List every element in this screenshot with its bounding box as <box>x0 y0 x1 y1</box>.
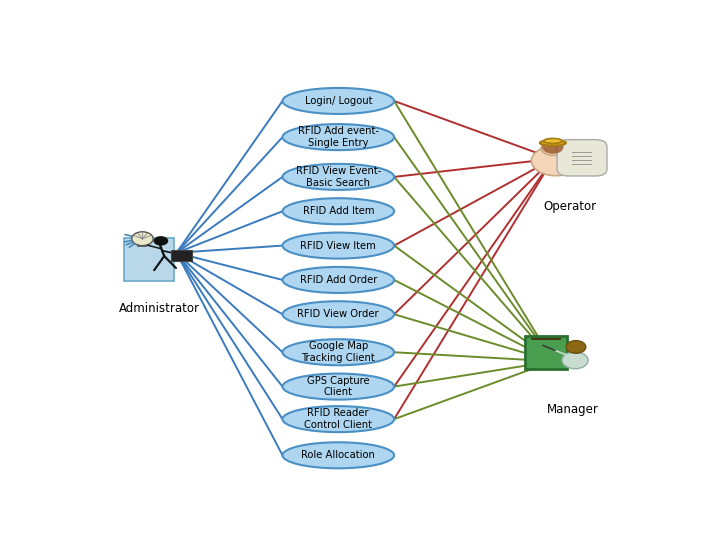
Text: Administrator: Administrator <box>120 302 200 315</box>
Ellipse shape <box>282 339 394 365</box>
Ellipse shape <box>282 233 394 259</box>
Text: Manager: Manager <box>546 403 598 416</box>
Text: RFID Add Order: RFID Add Order <box>300 275 377 285</box>
FancyBboxPatch shape <box>124 238 174 281</box>
Ellipse shape <box>282 164 394 190</box>
Text: Login/ Logout: Login/ Logout <box>305 96 372 106</box>
Text: RFID Add Item: RFID Add Item <box>302 206 374 216</box>
Ellipse shape <box>282 88 394 114</box>
FancyBboxPatch shape <box>525 336 567 369</box>
Circle shape <box>153 236 168 246</box>
Ellipse shape <box>282 198 394 224</box>
Ellipse shape <box>544 138 562 144</box>
Text: RFID Reader
Control Client: RFID Reader Control Client <box>305 408 372 430</box>
Ellipse shape <box>562 352 588 369</box>
Ellipse shape <box>540 140 566 146</box>
Text: RFID View Order: RFID View Order <box>297 309 379 319</box>
Ellipse shape <box>282 124 394 150</box>
Circle shape <box>542 140 564 154</box>
Circle shape <box>541 140 564 156</box>
Text: RFID View Event-
Basic Search: RFID View Event- Basic Search <box>296 166 381 188</box>
Ellipse shape <box>282 374 394 400</box>
Ellipse shape <box>282 442 394 468</box>
Ellipse shape <box>282 267 394 293</box>
Text: RFID View Item: RFID View Item <box>300 241 376 251</box>
Text: Role Allocation: Role Allocation <box>302 450 375 460</box>
FancyBboxPatch shape <box>171 249 192 261</box>
Text: GPS Capture
Client: GPS Capture Client <box>307 376 369 397</box>
FancyBboxPatch shape <box>557 140 607 176</box>
Text: Google Map
Tracking Client: Google Map Tracking Client <box>302 341 375 363</box>
Ellipse shape <box>531 146 580 176</box>
Ellipse shape <box>282 406 394 432</box>
Ellipse shape <box>282 301 394 327</box>
Circle shape <box>566 341 586 353</box>
Text: RFID Add event-
Single Entry: RFID Add event- Single Entry <box>298 126 379 148</box>
Circle shape <box>132 232 153 246</box>
Text: Operator: Operator <box>544 200 596 213</box>
